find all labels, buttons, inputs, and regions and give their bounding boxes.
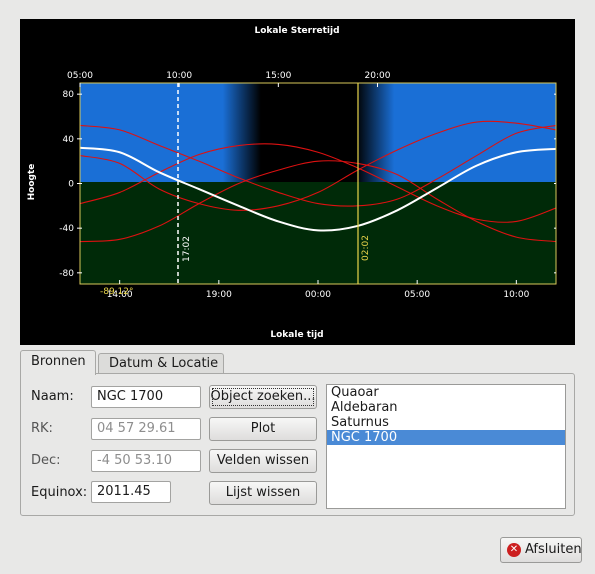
top-tick-label: 15:00 [265,71,291,81]
y-tick-label: 80 [63,90,75,100]
find-object-button[interactable]: Object zoeken... [209,385,317,409]
name-field[interactable]: NGC 1700 [91,386,201,408]
ra-field[interactable]: 04 57 29.61 [91,418,201,440]
top-tick-label: 20:00 [365,71,391,81]
altitude-plot: Lokale Sterretijd Lokale tijd Hoogte 80 4… [20,19,575,345]
plot-button[interactable]: Plot [209,417,317,441]
dec-field[interactable]: -4 50 53.10 [91,450,201,472]
object-list[interactable]: Quaoar Aldebaran Saturnus NGC 1700 [326,384,566,509]
list-item[interactable]: Saturnus [331,415,389,430]
top-tick-label: 10:00 [166,71,192,81]
list-item[interactable]: Quaoar [331,385,379,400]
list-item[interactable]: Aldebaran [331,400,398,415]
dec-label: Dec: [31,453,61,468]
quit-button[interactable]: ✕ Afsluiten [500,537,582,563]
y-axis-label: Hoogte [27,164,37,201]
top-ticks: 05:00 10:00 15:00 20:00 [67,71,391,87]
y-tick-label: 0 [68,180,74,190]
series-line-1 [79,124,557,207]
bottom-tick-label: 19:00 [206,290,232,300]
plot-title: Lokale Sterretijd [254,26,339,36]
series-line-target [79,146,557,232]
marker-right-label: 02:02 [361,235,371,261]
y-tick-label: -80 [59,269,74,279]
clear-list-button[interactable]: Lijst wissen [209,481,317,505]
equinox-label: Equinox: [31,485,88,500]
ground-region [80,182,556,284]
tab-datum-locatie-label: Datum & Locatie [109,356,219,371]
bottom-tick-label: 00:00 [305,290,331,300]
name-label: Naam: [31,389,74,404]
quit-button-label: Afsluiten [525,542,582,557]
sources-panel: Naam: NGC 1700 RK: 04 57 29.61 Dec: -4 5… [20,373,575,516]
bottom-tick-label: 14:00 [107,290,133,300]
corner-label: -89.12° [100,287,134,297]
bottom-tick-label: 05:00 [404,290,430,300]
equinox-field[interactable]: 2011.45 [91,481,171,503]
series-line-4 [79,120,557,211]
bottom-ticks: 14:00 19:00 00:00 05:00 10:00 [107,280,530,300]
y-tick-label: 40 [63,135,75,145]
tab-bronnen[interactable]: Bronnen [20,350,96,375]
tab-datum-locatie[interactable]: Datum & Locatie [98,353,224,373]
list-item-selected[interactable]: NGC 1700 [327,430,565,445]
series-line-3 [79,160,557,243]
y-tick-label: -40 [59,224,74,234]
y-ticks: 80 40 0 -40 -80 [59,90,556,279]
tab-bronnen-label: Bronnen [31,354,86,369]
bottom-tick-label: 10:00 [503,290,529,300]
marker-left-label: 17:02 [182,236,192,262]
top-tick-label: 05:00 [67,71,93,81]
clear-fields-button[interactable]: Velden wissen [209,449,317,473]
close-icon: ✕ [507,543,521,557]
x-axis-label: Lokale tijd [270,330,323,340]
altitude-curves [79,120,557,243]
ra-label: RK: [31,421,53,436]
altitude-chart-svg: Lokale Sterretijd Lokale tijd Hoogte 80 4… [27,26,557,340]
